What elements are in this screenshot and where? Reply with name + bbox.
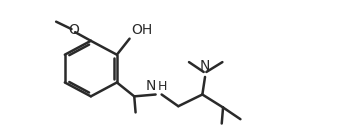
Text: N: N [145,79,156,93]
Text: N: N [200,59,210,73]
Text: H: H [158,80,167,93]
Text: OH: OH [131,23,152,37]
Text: O: O [68,23,79,37]
